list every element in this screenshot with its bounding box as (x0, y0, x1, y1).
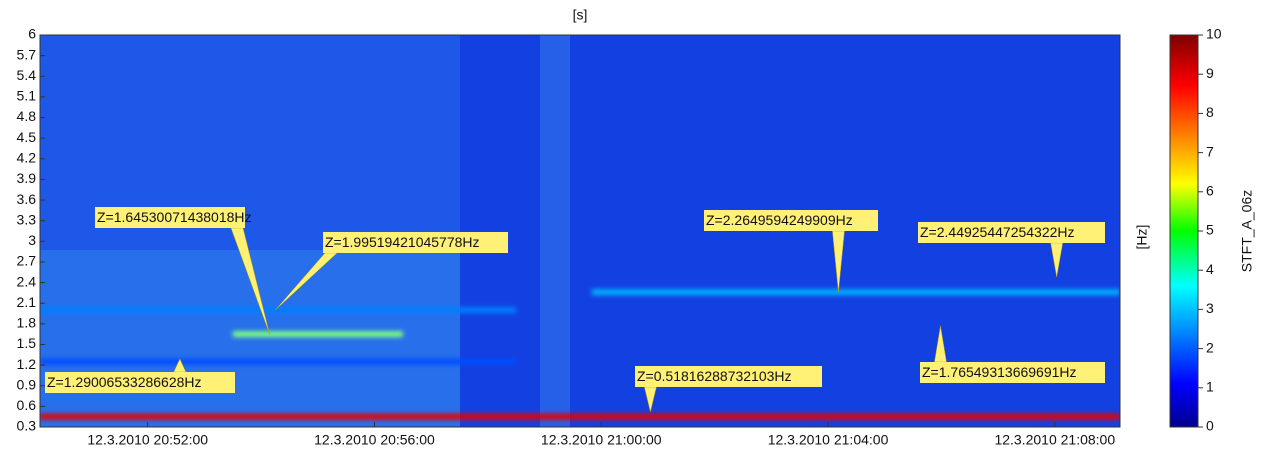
y-tick-label: 5.7 (17, 46, 37, 62)
colorbar-tick-label: 6 (1206, 183, 1214, 199)
y-tick-label: 1.8 (17, 315, 37, 331)
annotation-label: Z=2.2649594249909Hz (706, 212, 853, 228)
annotation-box (920, 362, 1105, 383)
y-tick-label: 3.9 (17, 170, 37, 186)
spectral-band (40, 413, 1120, 420)
x-tick-label: 12.3.2010 20:56:00 (314, 432, 435, 448)
y-tick-label: 0.6 (17, 397, 37, 413)
annotation-label: Z=1.64530071438018Hz (97, 209, 252, 225)
y-tick-label: 1.5 (17, 335, 37, 351)
x-tick-label: 12.3.2010 21:00:00 (541, 432, 662, 448)
x-tick-label: 12.3.2010 21:08:00 (994, 432, 1115, 448)
colorbar-title: STFT_A_06z (1239, 190, 1255, 272)
annotation-box (918, 222, 1105, 243)
y-tick-label: 3.3 (17, 211, 37, 227)
y-tick-label: 1.2 (17, 356, 37, 372)
y-tick-label: 4.2 (17, 149, 37, 165)
colorbar-tick-label: 0 (1206, 418, 1214, 434)
colorbar-tick-label: 4 (1206, 261, 1214, 277)
annotation-box (95, 207, 245, 228)
y-tick-label: 0.3 (17, 418, 37, 434)
y-tick-label: 2.4 (17, 273, 37, 289)
x-tick-label: 12.3.2010 21:04:00 (768, 432, 889, 448)
y-axis-title: [Hz] (1134, 225, 1150, 250)
y-tick-label: 0.9 (17, 376, 37, 392)
colorbar (1169, 34, 1199, 428)
annotation-label: Z=2.44925447254322Hz (920, 224, 1075, 240)
y-tick-label: 3 (28, 232, 36, 248)
annotation-box (323, 232, 508, 253)
spectral-band (40, 307, 517, 314)
y-tick-label: 3.6 (17, 191, 37, 207)
y-tick-label: 4.8 (17, 108, 37, 124)
colorbar-tick-label: 10 (1206, 26, 1222, 42)
y-tick-label: 4.5 (17, 129, 37, 145)
colorbar-tick-label: 5 (1206, 222, 1214, 238)
y-tick-label: 2.7 (17, 253, 37, 269)
y-tick-label: 5.1 (17, 88, 37, 104)
features (40, 289, 1120, 420)
spectral-band (232, 331, 403, 338)
colorbar-tick-label: 9 (1206, 65, 1214, 81)
annotation-label: Z=1.29006533286628Hz (47, 374, 202, 390)
colorbar-tick-label: 8 (1206, 104, 1214, 120)
colorbar-tick-label: 3 (1206, 300, 1214, 316)
y-tick-label: 5.4 (17, 67, 37, 83)
annotation-label: Z=0.51816288732103Hz (637, 368, 792, 384)
plot-frame (39, 34, 1121, 428)
spectral-band (591, 289, 1120, 296)
annotation-box (635, 366, 822, 387)
spectral-band (40, 358, 517, 365)
colorbar-tick-label: 1 (1206, 379, 1214, 395)
y-tick-label: 6 (28, 26, 36, 42)
y-tick-label: 2.1 (17, 294, 37, 310)
annotation-label: Z=1.76549313669691Hz (922, 364, 1077, 380)
annotation-box (704, 210, 878, 231)
x-axis-title: [s] (573, 7, 588, 23)
colorbar-tick-label: 7 (1206, 143, 1214, 159)
annotation-box (45, 372, 235, 393)
annotation-label: Z=1.99519421045778Hz (325, 234, 480, 250)
colorbar-tick-label: 2 (1206, 339, 1214, 355)
x-tick-label: 12.3.2010 20:52:00 (87, 432, 208, 448)
